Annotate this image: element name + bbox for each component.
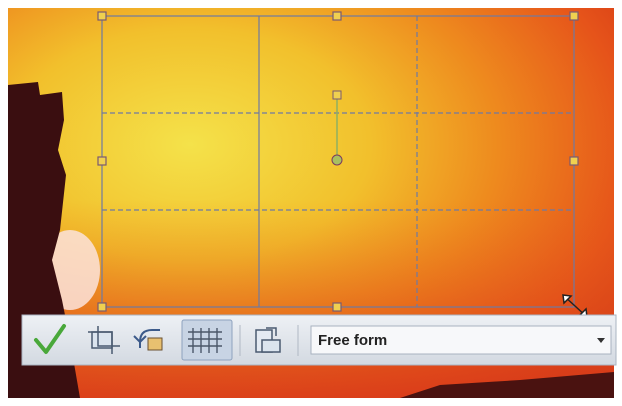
- grid-icon: [188, 328, 222, 353]
- handle[interactable]: [332, 11, 342, 21]
- ground-silhouette: [400, 372, 614, 398]
- apply-button[interactable]: [34, 324, 66, 354]
- aspect-button[interactable]: [255, 327, 281, 353]
- photo-shade: [8, 200, 614, 398]
- rotate-handle[interactable]: [332, 90, 342, 100]
- rotate-center[interactable]: [331, 154, 343, 166]
- crop-handles: [97, 11, 579, 312]
- handle[interactable]: [569, 156, 579, 166]
- handle[interactable]: [569, 11, 579, 21]
- grid-toggle-button[interactable]: [181, 319, 233, 361]
- handle[interactable]: [97, 156, 107, 166]
- crop-button[interactable]: [88, 326, 120, 354]
- dropdown-value: Free form: [318, 332, 387, 349]
- aspect-dropdown[interactable]: [310, 325, 612, 355]
- rotate-button[interactable]: [133, 329, 163, 351]
- handle[interactable]: [97, 302, 107, 312]
- dropdown-arrow[interactable]: [597, 338, 605, 343]
- handle[interactable]: [97, 11, 107, 21]
- handle[interactable]: [332, 302, 342, 312]
